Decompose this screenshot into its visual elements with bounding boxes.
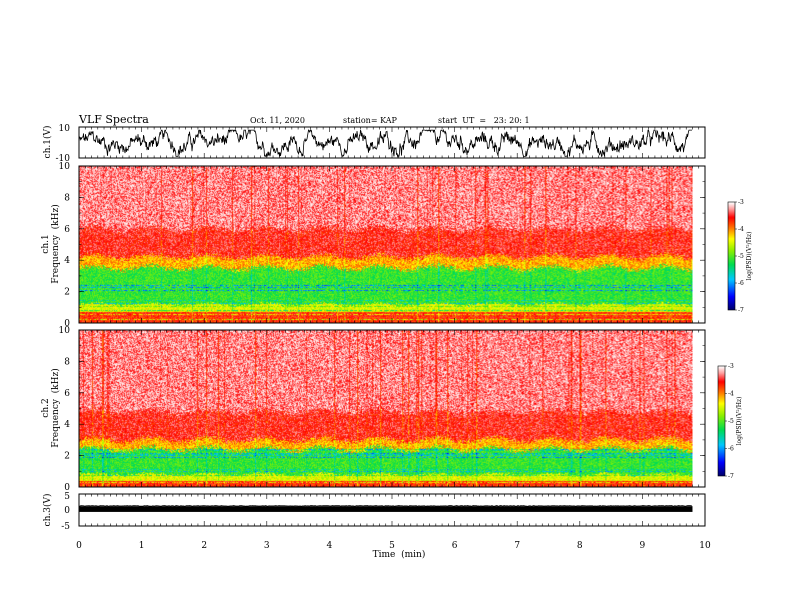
y-tick-label: 4 xyxy=(64,256,70,266)
ch3-waveform-ytick-top: 5 xyxy=(64,492,70,502)
y-tick-label: 0 xyxy=(64,483,70,493)
y-tick-label: 8 xyxy=(64,357,70,367)
y-tick-label: 6 xyxy=(64,389,70,399)
y-tick-label: 4 xyxy=(64,420,70,430)
ch2-spectrogram-panel: 0 2 4 6 8 10 ch.2 Frequency (kHz) xyxy=(41,326,706,493)
x-tick-label: 4 xyxy=(327,541,333,551)
colorbar-tick-label: -5 xyxy=(738,253,744,260)
time-axis-tick-labels: 0 1 2 3 4 5 6 7 8 9 10 xyxy=(76,541,711,551)
figure-title: VLF Spectra xyxy=(78,113,149,126)
y-tick-label: 10 xyxy=(59,162,71,172)
colorbar-tick-label: -3 xyxy=(728,363,734,370)
y-tick-label: 6 xyxy=(64,225,70,235)
ch1-spectrogram-panel: 0 2 4 6 8 10 ch.1 Frequency (kHz) xyxy=(41,162,706,329)
ch3-waveform-edge xyxy=(78,505,693,507)
ch2-colorbar-gradient xyxy=(718,366,725,476)
y-tick-label: 0 xyxy=(64,319,70,329)
colorbar-tick-label: -7 xyxy=(738,307,744,314)
ch1-waveform-ytick-bottom: -10 xyxy=(56,154,71,164)
ch1-colorbar-label: log(PSD)(V²/Hz) xyxy=(746,232,753,281)
colorbar-tick-label: -4 xyxy=(738,226,744,233)
x-tick-label: 6 xyxy=(452,541,458,551)
x-tick-label: 7 xyxy=(514,541,520,551)
ch3-waveform-trace xyxy=(79,506,693,512)
colorbar-tick-label: -5 xyxy=(728,418,734,425)
colorbar-tick-label: -7 xyxy=(728,473,734,480)
colorbar-tick-label: -3 xyxy=(738,199,744,206)
x-tick-label: 5 xyxy=(389,541,395,551)
y-tick-label: 10 xyxy=(59,326,71,336)
ch1-spectrogram-yticks: 0 2 4 6 8 10 xyxy=(59,162,705,329)
ch3-waveform-ytick-bottom: -5 xyxy=(61,522,70,532)
ch3-waveform-ytick-mid: 0 xyxy=(64,506,70,516)
ch1-colorbar-ticks: -3 -4 -5 -6 -7 xyxy=(735,199,744,314)
y-tick-label: 2 xyxy=(64,452,70,462)
ch1-colorbar-gradient xyxy=(728,202,735,310)
header-station: station= KAP xyxy=(343,116,398,125)
x-tick-label: 8 xyxy=(577,541,583,551)
ch2-spectrogram-yticks: 0 2 4 6 8 10 xyxy=(59,326,705,493)
x-tick-label: 9 xyxy=(640,541,646,551)
ch1-waveform-ylabel: ch.1(V) xyxy=(42,126,53,159)
ch2-spectrogram-ylabel: Frequency (kHz) xyxy=(50,368,61,447)
ch2-colorbar-ticks: -3 -4 -5 -6 -7 xyxy=(725,363,734,480)
ch1-spectrogram-ylabel-channel: ch.1 xyxy=(41,234,51,253)
ch2-spectrogram-ylabel-channel: ch.2 xyxy=(41,398,51,417)
x-tick-label: 1 xyxy=(139,541,145,551)
ch1-waveform-trace xyxy=(78,128,692,158)
y-tick-label: 2 xyxy=(64,288,70,298)
ch1-spectrogram-ylabel: Frequency (kHz) xyxy=(50,204,61,283)
ch3-waveform-ylabel: ch.3(V) xyxy=(42,494,53,527)
x-tick-label: 10 xyxy=(699,541,711,551)
ch2-colorbar-label: log(PSD)(V²/Hz) xyxy=(736,397,743,446)
header-date: Oct. 11, 2020 xyxy=(250,116,305,125)
colorbar-tick-label: -6 xyxy=(728,446,734,453)
ch3-waveform-panel: 5 0 -5 ch.3(V) xyxy=(42,492,706,532)
ch2-colorbar: -3 -4 -5 -6 -7 log(PSD)(V²/Hz) xyxy=(717,363,743,480)
y-tick-label: 8 xyxy=(64,193,70,203)
colorbar-tick-label: -4 xyxy=(728,391,734,398)
colorbar-tick-label: -6 xyxy=(738,280,744,287)
ch1-colorbar: -3 -4 -5 -6 -7 log(PSD)(V²/Hz) xyxy=(727,199,753,314)
time-axis-ticks xyxy=(78,127,706,526)
time-axis-label: Time (min) xyxy=(373,549,426,560)
x-tick-label: 0 xyxy=(76,541,82,551)
ch1-waveform-ytick-top: 10 xyxy=(59,124,71,134)
ch1-waveform-panel: 10 -10 ch.1(V) xyxy=(42,124,706,164)
header-start-time: start UT = 23: 20: 1 xyxy=(438,116,530,125)
x-tick-label: 3 xyxy=(264,541,270,551)
ch1-spectrogram-image xyxy=(79,166,693,323)
ch2-spectrogram-image xyxy=(79,330,693,487)
x-tick-label: 2 xyxy=(201,541,207,551)
